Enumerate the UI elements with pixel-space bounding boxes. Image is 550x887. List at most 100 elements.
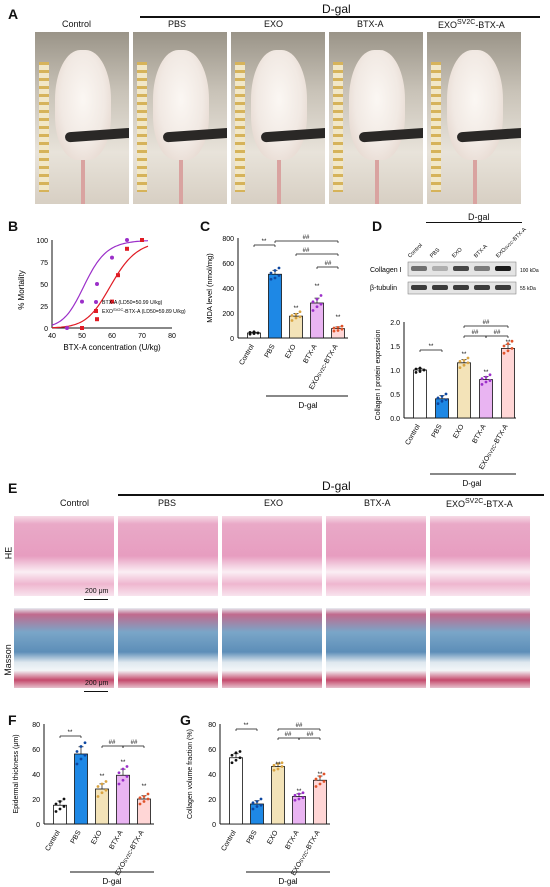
d-ylabel: Collagen I protein expression	[375, 330, 382, 421]
data-point	[280, 761, 284, 765]
f-ytick-20: 20	[32, 797, 40, 804]
sig-mark: **	[484, 370, 489, 376]
b-legend: BTX-A (LD50=50.99 U/kg) EXOSV2C-BTX-A (L…	[94, 300, 186, 315]
data-point	[444, 398, 448, 402]
data-point	[298, 310, 302, 314]
g-xlabel-control: Control	[220, 829, 238, 852]
masson-scale-bar	[84, 691, 108, 692]
d-blot-lbl-pbs: PBS	[429, 247, 441, 259]
data-point	[100, 782, 104, 786]
bar	[501, 347, 515, 419]
data-point	[83, 741, 87, 745]
data-point	[315, 297, 319, 301]
data-point	[125, 765, 129, 768]
sig-mark: **	[244, 723, 249, 729]
b-point	[110, 255, 114, 260]
d-ytick-05: 0.5	[390, 392, 400, 399]
c-ytick-800: 800	[222, 236, 234, 243]
g-xlabel-exo: EXO	[266, 829, 280, 846]
data-point	[234, 751, 238, 755]
data-point	[480, 383, 484, 386]
data-point	[142, 800, 146, 803]
data-point	[332, 326, 336, 330]
collagen-band	[432, 266, 448, 271]
f-ytick-60: 60	[32, 747, 40, 754]
g-ytick-0: 0	[212, 822, 216, 829]
d-blot-lbl-btxa: BTX-A	[473, 243, 489, 259]
data-point	[146, 792, 150, 796]
d-blot-dgal-line	[426, 222, 522, 223]
d-ytick-15: 1.5	[390, 344, 400, 351]
b-legend-2: EXOSV2C-BTX-A (LD50=59.89 U/kg)	[102, 307, 186, 315]
d-blot-lbl-exosv2c: EXOSV2C-BTX-A	[495, 227, 528, 260]
b-point	[65, 326, 69, 330]
panel-e-dgal-bracket	[118, 494, 544, 496]
panel-g-chart: Collagen volume fraction (%) 0 20 40 60 …	[187, 722, 330, 886]
panel-b-chart: % Mortality 0 25 50 75 100 40 50 60 70 8…	[17, 238, 186, 352]
data-point	[62, 805, 66, 808]
f-xlabel-btxa: BTX-A	[108, 829, 125, 851]
f-ytick-80: 80	[32, 722, 40, 729]
sig-mark: ##	[483, 320, 490, 326]
g-dgal: D-gal	[278, 877, 297, 886]
data-point	[96, 795, 100, 798]
he-scale-label: 200 μm	[85, 588, 109, 595]
data-point	[444, 392, 448, 396]
data-point	[58, 807, 62, 811]
data-point	[100, 791, 104, 795]
data-point	[104, 780, 108, 783]
bar	[310, 302, 324, 339]
data-point	[414, 371, 418, 374]
data-point	[58, 800, 62, 803]
data-point	[83, 753, 87, 757]
masson-image-btxa	[326, 608, 426, 688]
he-image-pbs	[118, 516, 218, 596]
data-point	[117, 782, 121, 786]
g-xlabel-btxa: BTX-A	[284, 829, 301, 851]
b-xtick-40: 40	[48, 333, 56, 340]
panel-e-dgal-label: D-gal	[322, 479, 351, 493]
data-point	[318, 775, 322, 778]
b-xtick-70: 70	[138, 333, 146, 340]
sig-mark: **	[318, 772, 323, 778]
sig-mark: ##	[296, 723, 303, 729]
masson-image-pbs	[118, 608, 218, 688]
sig-mark: **	[297, 789, 302, 795]
data-point	[290, 319, 294, 322]
c-dgal: D-gal	[298, 401, 317, 410]
bar	[271, 766, 285, 825]
b-xtick-50: 50	[78, 333, 86, 340]
panel-a-label-pbs: PBS	[168, 19, 187, 29]
data-point	[318, 782, 322, 786]
e-label-pbs: PBS	[158, 498, 177, 508]
masson-scale-label: 200 μm	[85, 680, 109, 687]
collagen-band	[495, 266, 511, 271]
data-point	[311, 309, 315, 312]
bar	[95, 788, 109, 825]
c-ytick-0: 0	[230, 336, 234, 343]
data-point	[121, 778, 125, 782]
c-xlabel-pbs: PBS	[264, 343, 277, 359]
sig-mark: **	[142, 784, 147, 790]
data-point	[488, 379, 492, 382]
sig-mark: ##	[325, 261, 332, 267]
sig-mark: **	[506, 340, 511, 346]
data-point	[121, 767, 125, 771]
data-point	[117, 771, 121, 775]
data-point	[248, 330, 252, 334]
f-xlabel-exo: EXO	[90, 829, 104, 846]
panel-a-dgal-bracket	[140, 16, 540, 18]
b-point	[125, 246, 129, 251]
data-point	[336, 329, 340, 332]
data-point	[277, 266, 281, 270]
data-point	[138, 802, 142, 806]
data-point	[311, 300, 315, 304]
d-blot-dgal: D-gal	[468, 212, 490, 222]
b-point	[140, 238, 144, 242]
tubulin-band	[432, 285, 448, 290]
b-xtick-80: 80	[168, 333, 176, 340]
data-point	[142, 795, 146, 798]
b-curve-btxa	[51, 240, 149, 326]
data-point	[301, 796, 305, 800]
data-point	[506, 349, 510, 353]
